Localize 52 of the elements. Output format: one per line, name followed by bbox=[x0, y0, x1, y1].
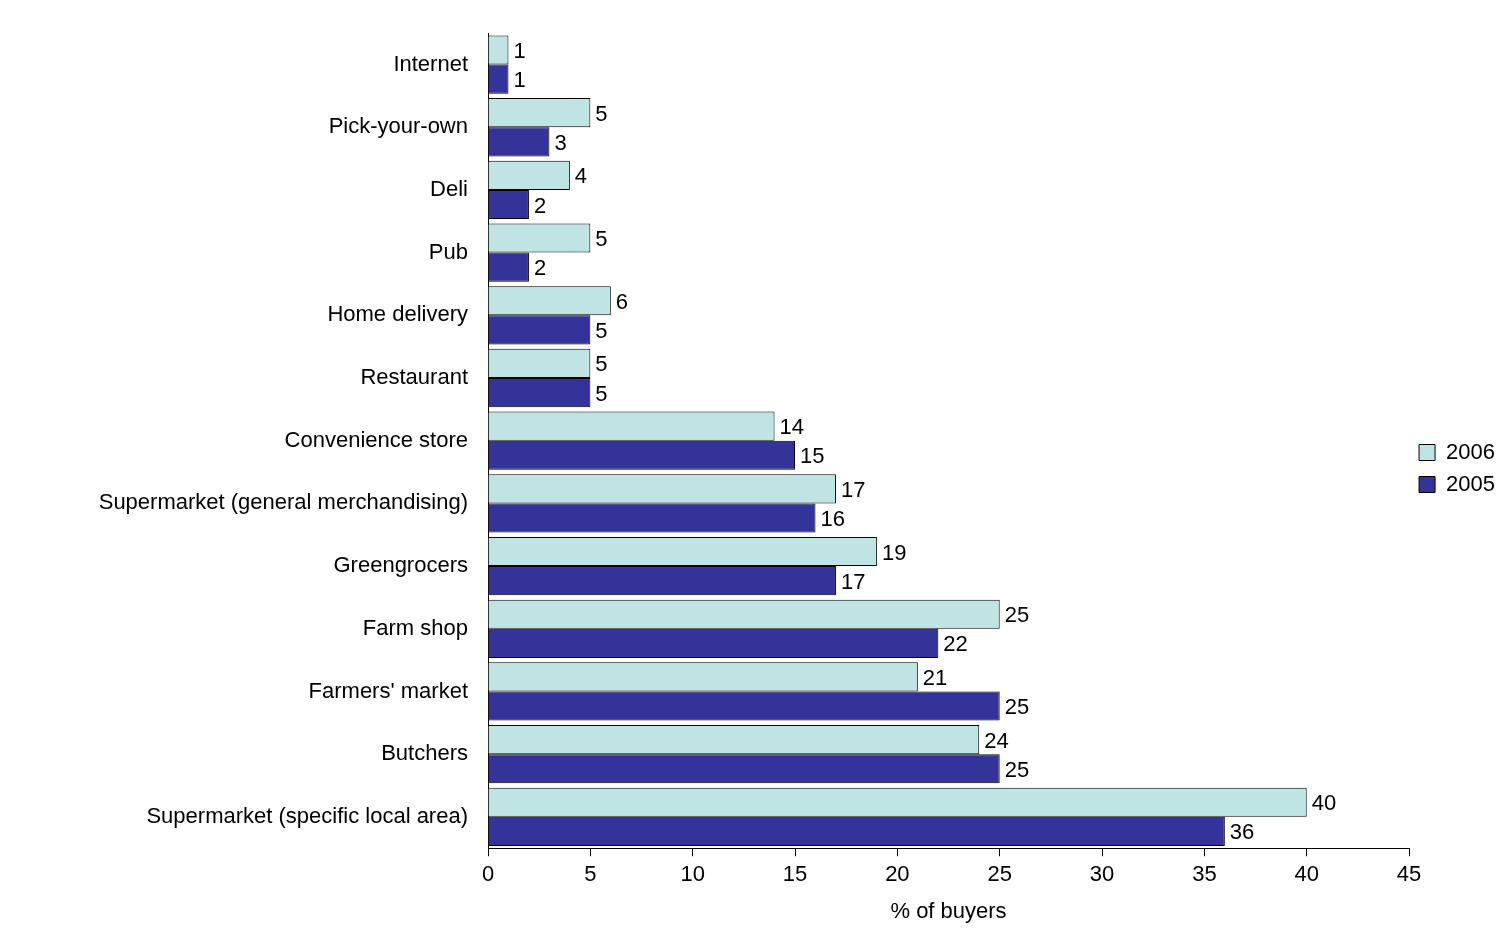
data-label: 5 bbox=[595, 100, 608, 126]
y-tick-label: Greengrocers bbox=[333, 552, 468, 578]
data-label: 4 bbox=[574, 163, 588, 189]
y-tick-label: Restaurant bbox=[360, 364, 468, 390]
data-label: 5 bbox=[595, 317, 608, 343]
data-label: 3 bbox=[554, 129, 567, 155]
y-tick-label: Pick-your-own bbox=[328, 113, 468, 139]
x-tick-label: 25 bbox=[987, 861, 1012, 887]
x-tick-label: 0 bbox=[481, 861, 495, 887]
data-label: 25 bbox=[1004, 694, 1030, 720]
data-label: 22 bbox=[943, 631, 968, 657]
y-tick-label: Supermarket (specific local area) bbox=[146, 802, 468, 828]
y-tick-label: Farm shop bbox=[362, 614, 468, 640]
x-tick-label: 35 bbox=[1192, 861, 1217, 887]
y-tick-label: Home delivery bbox=[327, 301, 468, 327]
data-label: 16 bbox=[820, 506, 845, 532]
y-tick-label: Supermarket (general merchandising) bbox=[98, 489, 468, 515]
data-label: 2 bbox=[533, 192, 547, 218]
data-label: 15 bbox=[800, 443, 825, 469]
x-tick-label: 20 bbox=[885, 861, 910, 887]
y-tick-label: Deli bbox=[430, 175, 468, 201]
data-label: 14 bbox=[779, 414, 805, 440]
legend-label: 2006 bbox=[1446, 438, 1496, 464]
y-tick-label: Convenience store bbox=[284, 426, 468, 452]
legend-label: 2005 bbox=[1446, 470, 1496, 496]
data-label: 1 bbox=[513, 38, 526, 64]
x-tick-label: 5 bbox=[584, 861, 597, 887]
data-label: 5 bbox=[595, 351, 608, 377]
data-label: 40 bbox=[1311, 790, 1337, 816]
data-label: 2 bbox=[533, 255, 547, 281]
data-label: 21 bbox=[922, 664, 948, 690]
data-label: 19 bbox=[881, 539, 907, 565]
x-tick-label: 30 bbox=[1089, 861, 1115, 887]
x-tick-label: 15 bbox=[782, 861, 808, 887]
data-label: 17 bbox=[840, 568, 866, 594]
y-tick-label: Butchers bbox=[381, 740, 468, 766]
data-label: 6 bbox=[615, 288, 629, 314]
data-label: 24 bbox=[984, 727, 1009, 753]
y-tick-label: Internet bbox=[393, 50, 468, 76]
data-label: 25 bbox=[1004, 602, 1030, 628]
data-label: 1 bbox=[513, 67, 526, 93]
x-axis-title: % of buyers bbox=[890, 897, 1007, 923]
y-tick-label: Farmers' market bbox=[308, 677, 468, 703]
x-tick-label: 10 bbox=[680, 861, 705, 887]
data-label: 5 bbox=[595, 380, 608, 406]
data-label: 17 bbox=[840, 476, 866, 502]
data-label: 25 bbox=[1004, 756, 1030, 782]
x-tick-label: 40 bbox=[1294, 861, 1319, 887]
x-tick-label: 45 bbox=[1396, 861, 1422, 887]
data-label: 5 bbox=[595, 226, 608, 252]
data-label: 36 bbox=[1229, 819, 1255, 845]
y-tick-label: Pub bbox=[428, 238, 468, 264]
